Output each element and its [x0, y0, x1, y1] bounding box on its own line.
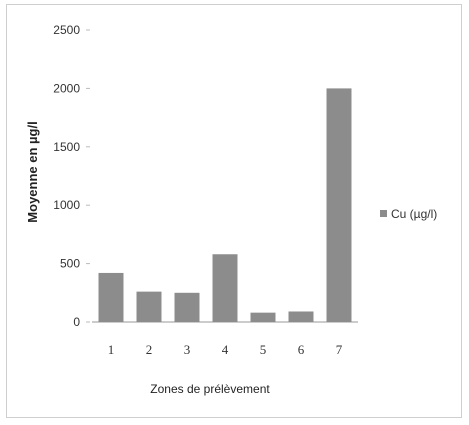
y-tick-label: 1500 — [53, 140, 80, 154]
bar — [326, 88, 352, 323]
y-axis-title: Moyenne en µg/l — [25, 121, 40, 222]
bars — [98, 88, 352, 323]
y-tick-label: 2000 — [53, 81, 80, 95]
x-tick-label: 7 — [336, 342, 343, 357]
y-tick-label: 500 — [60, 257, 80, 271]
x-tick-label: 3 — [184, 342, 191, 357]
x-tick-label: 5 — [260, 342, 267, 357]
y-tick-label: 1000 — [53, 198, 80, 212]
bar — [250, 312, 276, 322]
bar — [98, 272, 124, 322]
y-axis-ticks: 0 500 1000 1500 2000 2500 — [53, 23, 90, 329]
bar — [136, 291, 162, 322]
x-tick-label: 6 — [298, 342, 305, 357]
bar — [174, 292, 200, 322]
x-tick-label: 2 — [146, 342, 153, 357]
x-axis-title: Zones de prélèvement — [150, 382, 270, 396]
y-tick-label: 2500 — [53, 23, 80, 37]
bar — [212, 254, 238, 322]
bar — [288, 311, 314, 322]
x-tick-label: 1 — [108, 342, 115, 357]
y-tick-label: 0 — [73, 315, 80, 329]
x-tick-label: 4 — [222, 342, 229, 357]
legend-label: Cu (µg/l) — [391, 207, 437, 221]
legend-swatch — [380, 210, 387, 217]
x-axis-ticks: 1 2 3 4 5 6 7 — [108, 342, 343, 357]
